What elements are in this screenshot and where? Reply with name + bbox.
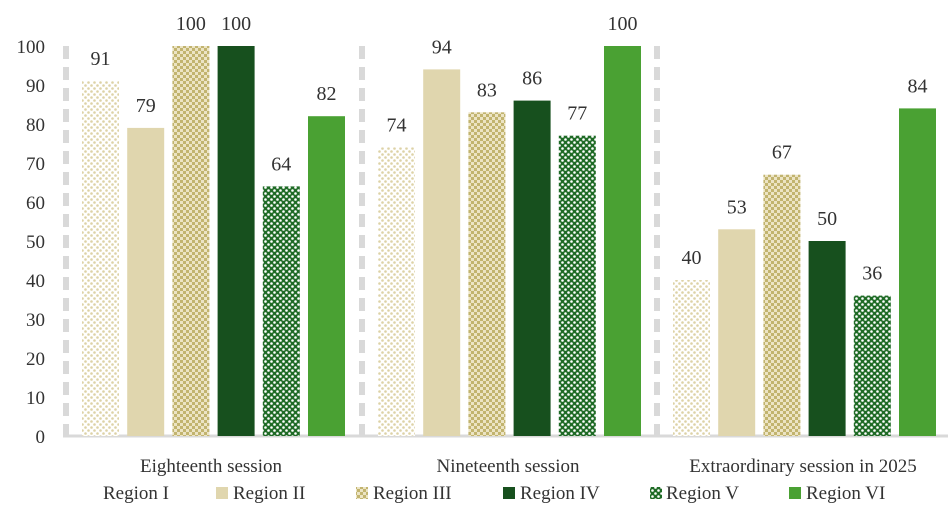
data-label: 100	[608, 13, 638, 35]
data-label: 91	[91, 48, 111, 70]
bar	[262, 186, 300, 436]
legend-label: Region III	[373, 483, 452, 504]
category-separators	[63, 46, 948, 438]
y-tick-label: 60	[26, 193, 45, 214]
data-label: 86	[522, 68, 542, 90]
y-tick-label: 0	[36, 427, 46, 448]
legend-label: Region V	[666, 483, 739, 504]
bar	[808, 241, 846, 436]
bar	[172, 46, 210, 436]
legend-label: Region IV	[520, 483, 600, 504]
bar	[82, 81, 119, 436]
y-tick-label: 40	[26, 271, 45, 292]
bar	[423, 69, 461, 437]
bar	[217, 46, 255, 436]
y-tick-label: 100	[17, 37, 46, 58]
y-tick-label: 30	[26, 310, 45, 331]
data-label: 53	[727, 196, 747, 218]
legend-swatch	[650, 487, 662, 499]
data-label: 64	[271, 153, 291, 175]
legend-label: Region II	[233, 483, 305, 504]
category-labels: Eighteenth session Nineteenth session Extr…	[140, 456, 917, 477]
data-label: 74	[387, 114, 407, 136]
bar	[853, 295, 891, 436]
bar	[718, 229, 756, 436]
bar	[604, 46, 641, 436]
data-label: 82	[317, 83, 337, 105]
data-label: 40	[682, 247, 702, 269]
bar	[513, 100, 551, 436]
bar	[558, 135, 596, 436]
bar	[899, 108, 936, 437]
bar	[127, 127, 165, 437]
bar	[378, 147, 415, 436]
y-tick-label: 10	[26, 388, 45, 409]
legend-swatch	[216, 487, 228, 499]
data-label: 79	[136, 95, 156, 117]
legend: Region I Region II Region III Region IV Regi…	[103, 483, 885, 504]
data-labels: 91 74 40 79 94 53 100 83 67 100 86 50 64 77 36 82 100 84	[91, 13, 928, 285]
bar	[308, 116, 345, 436]
data-label: 77	[567, 103, 587, 125]
category-label: Extraordinary session in 2025	[689, 456, 916, 477]
legend-swatch	[789, 487, 801, 499]
data-label: 100	[221, 13, 251, 35]
data-label: 100	[176, 13, 206, 35]
y-tick-label: 80	[26, 115, 45, 136]
y-axis: 0 10 20 30 40 50 60 70 80 90 100	[17, 37, 46, 448]
legend-swatch	[356, 487, 368, 499]
y-tick-label: 90	[26, 76, 45, 97]
bar	[468, 112, 506, 437]
legend-label: Region I	[103, 483, 169, 504]
y-tick-label: 70	[26, 154, 45, 175]
data-label: 94	[432, 36, 452, 58]
legend-swatch	[503, 487, 515, 499]
bar	[763, 174, 801, 436]
category-label: Nineteenth session	[436, 456, 580, 477]
legend-label: Region VI	[806, 483, 885, 504]
data-label: 67	[772, 142, 792, 164]
data-label: 50	[817, 208, 837, 230]
data-label: 83	[477, 79, 497, 101]
data-label: 84	[908, 75, 928, 97]
y-tick-label: 20	[26, 349, 45, 370]
bar	[673, 280, 710, 436]
category-label: Eighteenth session	[140, 456, 282, 477]
bars	[82, 46, 936, 437]
data-label: 36	[862, 263, 882, 285]
y-tick-label: 50	[26, 232, 45, 253]
